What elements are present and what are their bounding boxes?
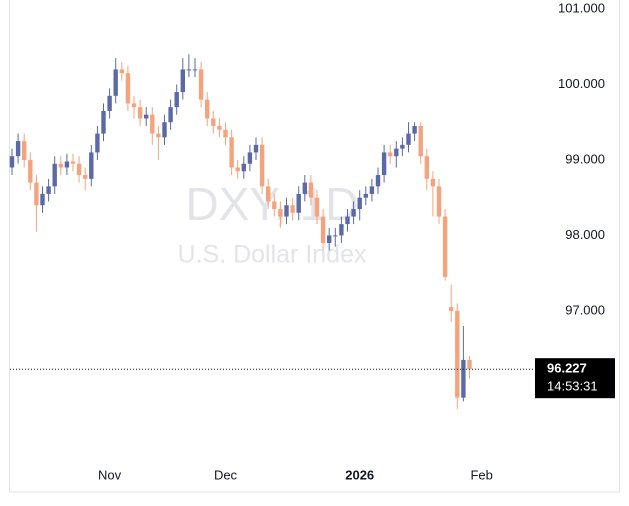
candle-body [217, 126, 222, 130]
candle-body [52, 163, 57, 187]
candle-body [418, 126, 423, 157]
candle-body [235, 167, 240, 172]
x-tick-label: Nov [98, 467, 122, 482]
candle-body [314, 197, 320, 217]
candle-body [455, 310, 460, 398]
candle-body [22, 141, 27, 160]
candle-body [247, 152, 253, 164]
candle-body [113, 69, 118, 96]
candle-body [394, 148, 399, 157]
candle-body [272, 201, 277, 210]
candle-body [34, 182, 39, 206]
candle-body [83, 175, 88, 179]
candle-body [46, 186, 51, 194]
candle-body [9, 156, 15, 168]
candle-body [211, 118, 216, 127]
y-tick-label: 100.000 [558, 76, 605, 91]
x-tick-label: 2026 [345, 467, 374, 482]
candle-body [266, 186, 271, 202]
candle-body [278, 209, 283, 217]
candle-body [467, 359, 472, 370]
candle-body [101, 110, 106, 134]
candle-body [137, 107, 143, 119]
candle-body [296, 193, 301, 213]
candle-body [40, 193, 45, 206]
x-tick-label: Feb [470, 467, 492, 482]
last-price-label: 96.227 [547, 361, 587, 376]
candle-body [28, 159, 33, 183]
candle-body [436, 186, 442, 217]
candle-body [150, 114, 155, 134]
candle-body [400, 144, 405, 149]
candle-body [302, 182, 307, 194]
countdown-label: 14:53:31 [547, 379, 598, 394]
candle-body [119, 69, 124, 74]
candle-body [144, 114, 149, 119]
watermark-subtitle: U.S. Dollar Index [178, 241, 367, 269]
candle-body [168, 107, 173, 123]
candle-body [290, 205, 295, 213]
candle-body [259, 144, 265, 187]
candle-body [284, 205, 289, 217]
candle-body [64, 161, 70, 168]
candle-body [229, 137, 234, 168]
candle-body [345, 216, 350, 225]
candle-body [339, 224, 344, 236]
candle-body [95, 133, 100, 153]
y-tick-label: 98.000 [565, 227, 605, 242]
candle-body [449, 307, 454, 311]
candle-body [381, 152, 387, 176]
candle-body [253, 144, 259, 153]
candle-body [363, 193, 368, 198]
candle-body [174, 92, 179, 108]
candle-body [430, 178, 436, 187]
candle-body [406, 133, 411, 145]
candle-body [412, 126, 417, 134]
candle-body [58, 163, 63, 168]
candle-body [131, 103, 137, 108]
candle-body [186, 69, 192, 71]
candle-body [156, 133, 161, 138]
candle-body [180, 69, 185, 93]
candle-body [15, 141, 21, 157]
candle-body [162, 122, 167, 138]
candle-body [442, 216, 448, 277]
y-tick-label: 101.000 [558, 0, 605, 15]
candle-body [76, 163, 82, 176]
candle-body [320, 216, 326, 243]
candle-body [205, 99, 210, 119]
chart-frame [9, 0, 620, 493]
candle-body [461, 359, 466, 398]
candle-body [125, 73, 131, 104]
watermark-title: DXY, 1D [185, 178, 358, 230]
candle-body [192, 69, 198, 71]
candle-body [424, 156, 429, 179]
candle-body [89, 152, 94, 179]
candle-body [241, 163, 246, 172]
candle-body [388, 152, 393, 157]
candle-body [198, 69, 204, 100]
candle-body [351, 209, 356, 217]
y-tick-label: 97.000 [565, 302, 605, 317]
x-tick-label: Dec [214, 467, 238, 482]
candle-body [107, 95, 112, 111]
candle-body [308, 182, 314, 198]
y-tick-label: 99.000 [565, 151, 605, 166]
last-price-box [535, 358, 615, 399]
candle-body [357, 197, 362, 210]
candle-body [375, 175, 381, 187]
candle-body [70, 161, 76, 164]
candle-body [327, 235, 332, 243]
candle-body [333, 235, 338, 237]
candle-body [369, 186, 375, 194]
candle-body [223, 129, 228, 138]
